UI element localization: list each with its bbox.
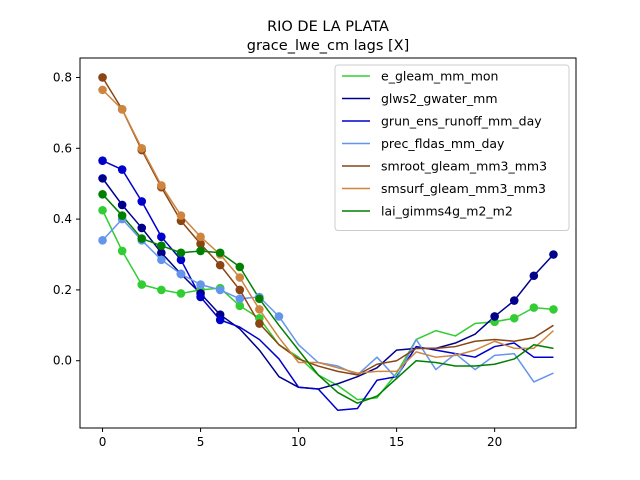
data-point-smsurf_gleam_mm3_mm3-1 [117, 105, 127, 114]
data-point-prec_fldas_mm_day-7 [235, 294, 245, 304]
legend-label-glws2_gwater_mm: glws2_gwater_mm [381, 91, 498, 106]
data-point-lai_gimms4g_m2_m2-7 [235, 262, 245, 272]
data-point-glws2_gwater_mm-21 [509, 296, 519, 305]
y-tick-label: 0.0 [53, 354, 72, 368]
x-tick-label: 10 [291, 435, 306, 449]
data-point-prec_fldas_mm_day-4 [176, 269, 186, 279]
data-point-lai_gimms4g_m2_m2-2 [137, 234, 147, 243]
data-point-lai_gimms4g_m2_m2-8 [255, 294, 264, 304]
data-point-smsurf_gleam_mm3_mm3-5 [196, 232, 205, 242]
data-point-prec_fldas_mm_day-9 [274, 312, 284, 321]
data-point-e_gleam_mm_mon-23 [549, 305, 558, 314]
legend-label-smsurf_gleam_mm3_mm3: smsurf_gleam_mm3_mm3 [381, 181, 546, 196]
legend-label-lai_gimms4g_m2_m2: lai_gimms4g_m2_m2 [381, 204, 513, 219]
data-point-lai_gimms4g_m2_m2-0 [98, 190, 107, 199]
legend-box [334, 64, 570, 231]
chart-subtitle: grace_lwe_cm lags [X] [247, 38, 410, 54]
data-point-lai_gimms4g_m2_m2-3 [157, 241, 166, 250]
legend-label-e_gleam_mm_mon: e_gleam_mm_mon [381, 69, 498, 84]
plot-frame [79, 57, 577, 429]
y-tick-label: 0.8 [53, 70, 72, 84]
data-point-glws2_gwater_mm-2 [137, 223, 147, 233]
y-tick-label: 0.4 [53, 212, 72, 226]
data-point-prec_fldas_mm_day-5 [196, 280, 205, 289]
data-point-lai_gimms4g_m2_m2-5 [196, 246, 205, 256]
y-tick-label: 0.6 [53, 141, 72, 155]
data-point-glws2_gwater_mm-1 [117, 200, 127, 210]
series-line-e_gleam_mm_mon [101, 209, 554, 401]
legend-label-grun_ens_runoff_mm_day: grun_ens_runoff_mm_day [381, 114, 542, 129]
data-point-smroot_gleam_mm3_mm3-7 [235, 285, 245, 295]
y-tick-label: 0.2 [53, 283, 72, 297]
data-point-lai_gimms4g_m2_m2-6 [215, 248, 225, 258]
legend-label-prec_fldas_mm_day: prec_fldas_mm_day [381, 136, 505, 151]
data-point-grun_ens_runoff_mm_day-3 [157, 232, 166, 242]
data-point-grun_ens_runoff_mm_day-1 [117, 165, 127, 174]
series-line-grun_ens_runoff_mm_day [102, 159, 554, 412]
data-point-prec_fldas_mm_day-3 [157, 255, 166, 265]
data-point-smsurf_gleam_mm3_mm3-3 [157, 181, 166, 190]
data-point-e_gleam_mm_mon-21 [509, 313, 519, 323]
data-point-e_gleam_mm_mon-7 [235, 301, 245, 311]
data-point-grun_ens_runoff_mm_day-2 [137, 197, 147, 206]
legend-label-smroot_gleam_mm3_mm3: smroot_gleam_mm3_mm3 [381, 159, 547, 174]
x-tick-label: 20 [487, 435, 502, 449]
series-line-smsurf_gleam_mm3_mm3 [102, 89, 554, 374]
data-point-e_gleam_mm_mon-1 [117, 246, 127, 256]
data-point-grun_ens_runoff_mm_day-4 [176, 255, 186, 265]
data-point-smsurf_gleam_mm3_mm3-7 [235, 273, 245, 282]
series-line-glws2_gwater_mm [101, 177, 555, 390]
data-point-smsurf_gleam_mm3_mm3-2 [137, 143, 147, 153]
data-point-prec_fldas_mm_day-0 [98, 236, 107, 245]
series-line-prec_fldas_mm_day [101, 218, 554, 383]
data-point-smsurf_gleam_mm3_mm3-0 [98, 85, 107, 95]
data-point-glws2_gwater_mm-3 [157, 248, 166, 258]
data-point-glws2_gwater_mm-22 [529, 271, 539, 281]
data-point-glws2_gwater_mm-23 [549, 250, 558, 259]
data-point-smsurf_gleam_mm3_mm3-8 [255, 305, 264, 314]
data-point-e_gleam_mm_mon-3 [157, 285, 166, 295]
plot-area [98, 73, 558, 412]
chart-title: RIO DE LA PLATA [267, 19, 389, 35]
axes: 0 5 10 15 20 0.0 0.2 0.4 0.6 0.8 [53, 70, 502, 449]
data-point-grun_ens_runoff_mm_day-0 [98, 156, 107, 165]
data-point-e_gleam_mm_mon-2 [137, 280, 147, 289]
x-tick-label: 5 [197, 435, 205, 449]
data-point-e_gleam_mm_mon-0 [98, 205, 107, 215]
data-point-smroot_gleam_mm3_mm3-5 [196, 239, 205, 249]
data-point-grun_ens_runoff_mm_day-5 [196, 292, 205, 302]
data-point-glws2_gwater_mm-20 [490, 312, 499, 321]
data-point-smsurf_gleam_mm3_mm3-4 [176, 211, 186, 220]
data-point-prec_fldas_mm_day-6 [215, 285, 225, 295]
data-point-e_gleam_mm_mon-22 [529, 303, 539, 312]
data-point-glws2_gwater_mm-0 [98, 174, 107, 183]
x-tick-label: 15 [389, 435, 404, 449]
x-tick-label: 0 [99, 435, 107, 449]
data-point-lai_gimms4g_m2_m2-4 [176, 248, 186, 258]
data-point-smroot_gleam_mm3_mm3-8 [255, 319, 264, 328]
data-point-e_gleam_mm_mon-4 [176, 289, 186, 298]
data-point-lai_gimms4g_m2_m2-1 [117, 211, 127, 220]
data-point-smroot_gleam_mm3_mm3-6 [215, 260, 225, 270]
legend: e_gleam_mm_mon glws2_gwater_mm grun_ens_ru… [334, 64, 570, 231]
data-point-smroot_gleam_mm3_mm3-0 [98, 73, 107, 82]
data-point-grun_ens_runoff_mm_day-6 [215, 315, 225, 325]
